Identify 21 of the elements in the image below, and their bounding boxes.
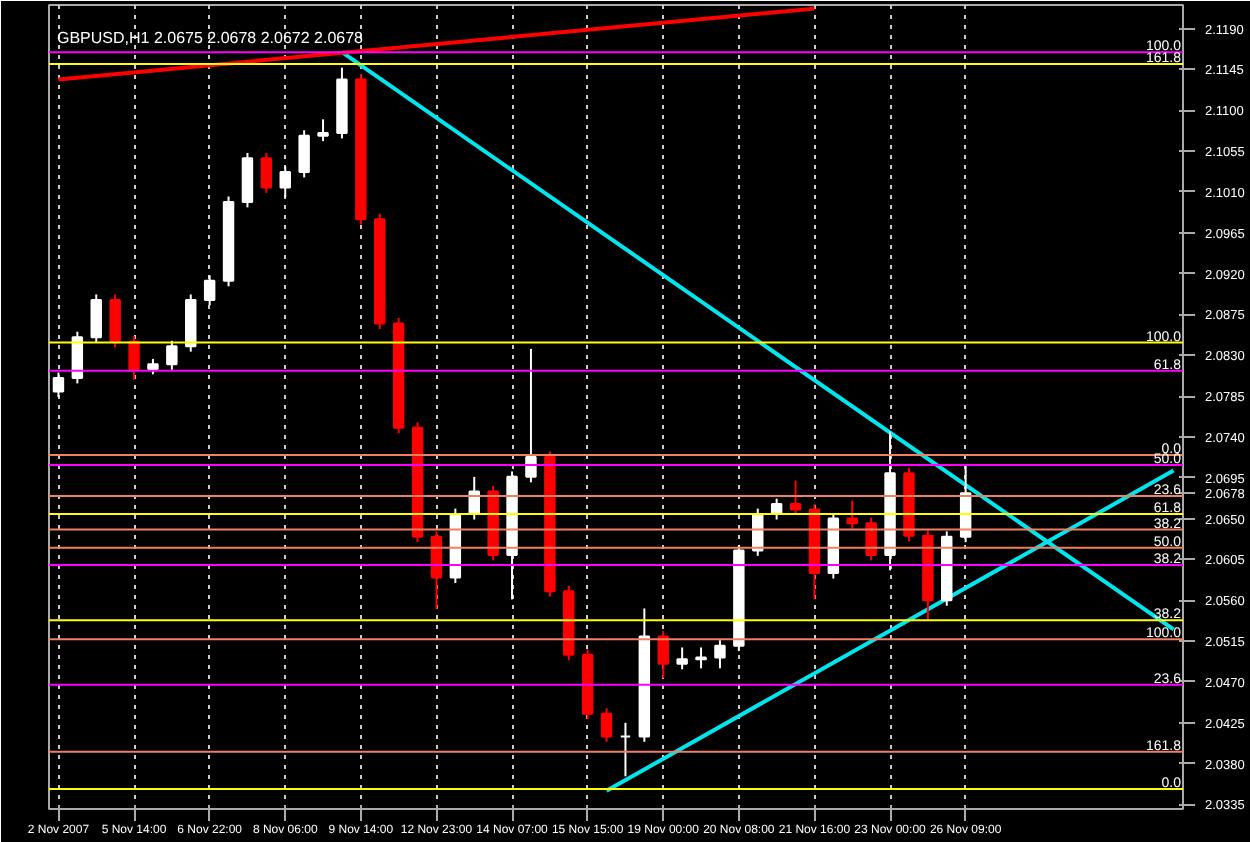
candlestick bbox=[600, 707, 613, 743]
candlestick bbox=[90, 293, 102, 344]
text: GBPUSD,H1 2.0675 2.0678 2.0672 2.0678 bbox=[57, 29, 365, 47]
candlestick bbox=[279, 165, 291, 199]
candlestick bbox=[846, 499, 858, 530]
candlestick bbox=[109, 293, 121, 349]
candlestick bbox=[714, 639, 726, 670]
candlestick bbox=[525, 347, 537, 484]
candlestick bbox=[52, 371, 65, 399]
candlestick bbox=[166, 339, 178, 371]
candlestick bbox=[185, 293, 197, 353]
candlestick bbox=[298, 129, 310, 179]
candlestick bbox=[128, 335, 140, 381]
candlestick bbox=[203, 274, 216, 307]
candlestick bbox=[789, 479, 802, 516]
candlestick bbox=[317, 118, 329, 143]
candlestick bbox=[695, 646, 707, 670]
candlestick bbox=[241, 151, 254, 209]
candlestick bbox=[260, 151, 273, 194]
candlestick bbox=[676, 646, 688, 671]
candlestick bbox=[619, 721, 632, 778]
